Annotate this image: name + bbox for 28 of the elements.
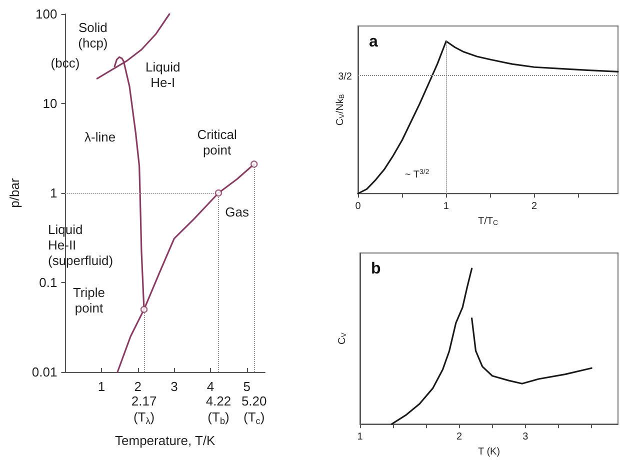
annotation: Triple point: [72, 285, 105, 316]
annotation: Solid (hcp): [78, 20, 108, 50]
x-tick-label: 0: [355, 201, 362, 212]
x-tick-label: 2: [531, 201, 538, 212]
y-tick-label: 0.1: [39, 275, 58, 290]
y-axis-title: p/bar: [7, 178, 22, 208]
x-tick-label: 1: [98, 379, 106, 394]
x-tick-label: 3: [170, 379, 178, 394]
y-tick-label: 10: [42, 96, 58, 111]
x-tick-label: 1: [443, 201, 450, 212]
x-tick-label: 5: [243, 379, 250, 394]
y-tick-label: 0.01: [32, 364, 58, 380]
annotation: Gas: [225, 204, 250, 220]
annotation: Critical point: [197, 126, 238, 158]
x-tick-label: 4: [206, 379, 214, 394]
y-tick-label: 1: [50, 186, 58, 200]
x-tick-label: 2: [134, 379, 142, 394]
annotation: Liquid He-I: [146, 60, 180, 90]
x-axis-title: T (K): [478, 446, 500, 458]
annotation: λ-line: [84, 130, 116, 145]
x-axis-title: Temperature, T/K: [115, 433, 216, 448]
x-tick-label: 2: [456, 432, 462, 443]
y-tick-label: 100: [36, 6, 58, 22]
x-tick-label: 1: [357, 432, 364, 443]
x-tick-label: 3: [522, 432, 529, 443]
chart-title: a: [369, 34, 378, 50]
text: 3/2: [338, 72, 352, 83]
chart-title: b: [371, 260, 381, 278]
